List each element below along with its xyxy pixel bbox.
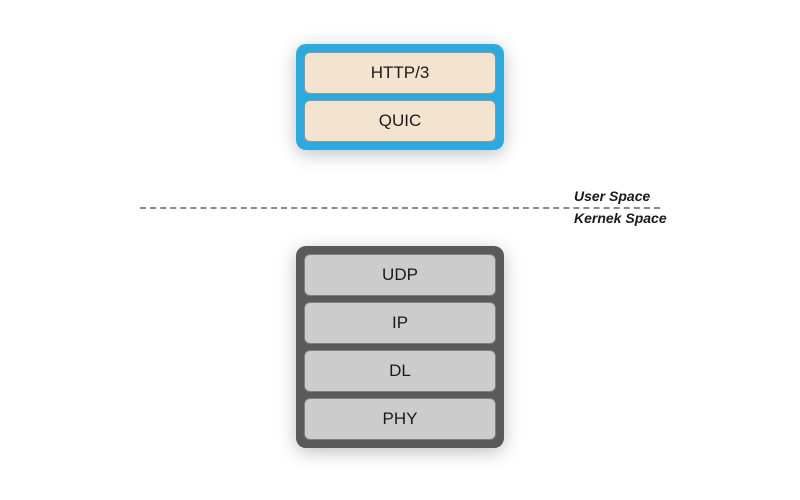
user-layer-quic: QUIC <box>304 100 496 142</box>
kernel-layer-dl: DL <box>304 350 496 392</box>
kernel-layer-phy: PHY <box>304 398 496 440</box>
kernel-space-label: Kernek Space <box>574 210 667 226</box>
user-space-stack: HTTP/3 QUIC <box>296 44 504 150</box>
user-space-label: User Space <box>574 188 650 204</box>
kernel-space-stack: UDP IP DL PHY <box>296 246 504 448</box>
space-divider <box>140 207 660 209</box>
kernel-layer-udp: UDP <box>304 254 496 296</box>
user-layer-http3: HTTP/3 <box>304 52 496 94</box>
kernel-layer-ip: IP <box>304 302 496 344</box>
